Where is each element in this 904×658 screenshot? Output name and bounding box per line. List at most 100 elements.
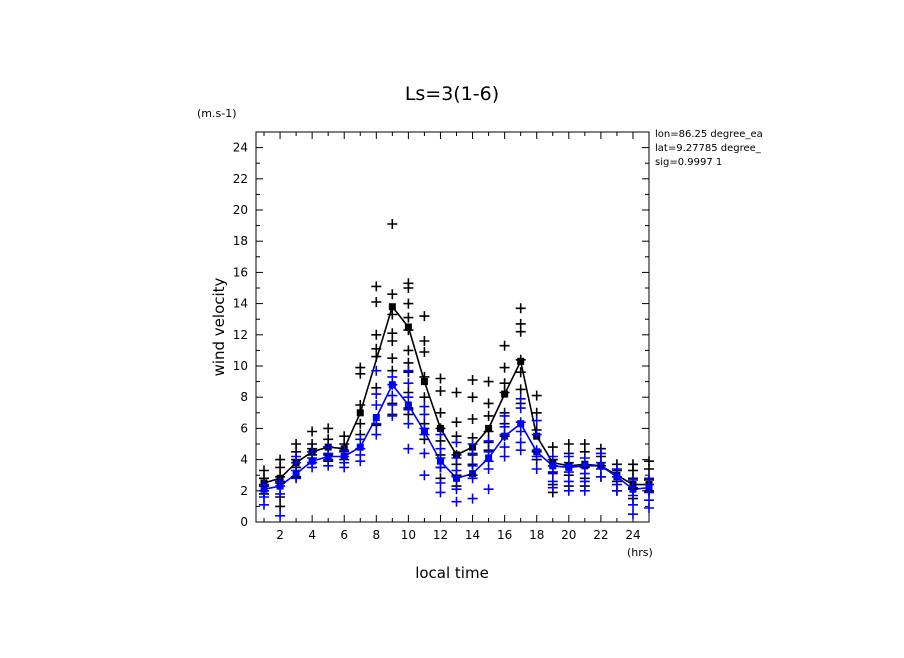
y-tick-label: 0	[240, 515, 248, 529]
black-samples-point	[467, 375, 478, 385]
black-samples-point	[419, 347, 430, 357]
black-samples-point	[515, 326, 526, 337]
blue-samples-point	[515, 445, 526, 456]
blue-samples-point	[403, 365, 414, 376]
blue-samples-point	[259, 499, 269, 510]
blue-samples-point	[371, 418, 382, 429]
x-tick-label: 24	[625, 528, 640, 542]
blue-samples-point	[579, 476, 590, 487]
black-mean-marker	[356, 409, 364, 417]
blue-samples-point	[435, 478, 446, 488]
y-tick-label: 18	[233, 234, 248, 248]
blue-samples-point	[531, 429, 542, 440]
black-samples-point	[499, 362, 510, 373]
blue-samples-point	[467, 473, 478, 484]
black-samples-point	[387, 289, 398, 300]
black-samples-point	[547, 442, 558, 453]
black-samples-point	[355, 418, 366, 429]
blue-samples-point	[563, 476, 574, 487]
blue-samples-point	[467, 439, 478, 449]
blue-samples-point	[403, 404, 414, 415]
black-samples-point	[403, 283, 414, 293]
black-samples-point	[515, 303, 526, 314]
black-samples-point	[371, 351, 382, 362]
black-samples-point	[483, 426, 494, 437]
blue-samples-point	[515, 403, 526, 414]
blue-samples-point	[547, 482, 558, 493]
blue-samples-point	[515, 426, 526, 437]
black-samples-point	[387, 336, 398, 346]
black-samples-point	[451, 387, 462, 398]
blue-samples-point	[499, 442, 510, 453]
black-samples-point	[419, 371, 430, 382]
blue-samples-point	[419, 409, 430, 420]
black-samples-point	[275, 462, 286, 473]
black-samples-point	[403, 325, 414, 336]
blue-samples-point	[531, 415, 542, 426]
y-tick-label: 8	[240, 390, 248, 404]
y-tick-label: 12	[233, 328, 248, 342]
blue-samples-point	[483, 435, 494, 446]
black-samples-point	[419, 392, 430, 403]
black-samples-point	[419, 311, 430, 322]
blue-samples-point	[275, 488, 286, 499]
black-samples-point	[435, 407, 446, 418]
blue-samples-point	[387, 390, 398, 401]
blue-samples-point	[451, 484, 462, 495]
blue-samples-point	[355, 434, 366, 445]
blue-samples-point	[515, 417, 526, 428]
blue-samples-point	[387, 400, 398, 410]
blue-samples-point	[323, 460, 334, 471]
y-axis-label: wind velocity	[210, 277, 228, 376]
x-unit-label: (hrs)	[627, 546, 653, 559]
black-mean-marker	[388, 303, 396, 311]
black-samples-point	[403, 345, 414, 356]
y-unit-label: (m.s-1)	[197, 107, 237, 120]
blue-samples-point	[355, 456, 366, 467]
black-samples-point	[275, 501, 286, 512]
black-samples-point	[563, 439, 574, 449]
blue-samples-point	[339, 462, 350, 473]
blue-samples-point	[371, 400, 382, 410]
blue-samples-point	[563, 485, 574, 496]
x-tick-label: 14	[465, 528, 480, 542]
blue-samples-point	[371, 429, 382, 440]
chart-title: Ls=3(1-6)	[405, 83, 499, 105]
black-samples-point	[499, 387, 510, 398]
info-lon: lon=86.25 degree_ea	[655, 129, 763, 140]
black-samples-point	[531, 390, 542, 401]
blue-samples-point	[595, 448, 606, 459]
x-axis-label: local time	[415, 564, 489, 582]
y-tick-label: 16	[233, 265, 248, 279]
black-samples-point	[467, 392, 478, 403]
black-samples-point	[403, 298, 414, 309]
blue-samples-point	[435, 487, 446, 498]
black-samples-point	[403, 312, 414, 323]
blue-samples-point	[435, 462, 446, 473]
black-samples-point	[515, 384, 526, 395]
plot-frame	[255, 131, 650, 523]
black-samples-point	[435, 386, 446, 396]
y-tick-label: 14	[233, 297, 248, 311]
blue-samples-point	[467, 460, 478, 471]
x-tick-label: 4	[308, 528, 316, 542]
blue-samples-point	[371, 365, 382, 376]
info-lat: lat=9.27785 degree_	[655, 143, 762, 154]
black-samples-point	[483, 398, 494, 409]
black-samples-point	[355, 400, 366, 410]
blue-samples-point	[595, 471, 606, 482]
x-tick-label: 10	[401, 528, 416, 542]
x-tick-label: 20	[561, 528, 576, 542]
black-samples-point	[419, 336, 430, 346]
blue-samples-point	[531, 451, 542, 462]
blue-samples-point	[628, 499, 638, 510]
y-tick-label: 24	[233, 141, 248, 155]
black-samples-point	[483, 410, 494, 421]
y-tick-label: 6	[240, 421, 248, 435]
blue-samples-point	[387, 379, 398, 390]
y-tick-label: 4	[240, 453, 248, 467]
blue-samples-point	[499, 451, 510, 462]
blue-samples-point	[611, 485, 622, 496]
blue-samples-point	[435, 443, 446, 454]
